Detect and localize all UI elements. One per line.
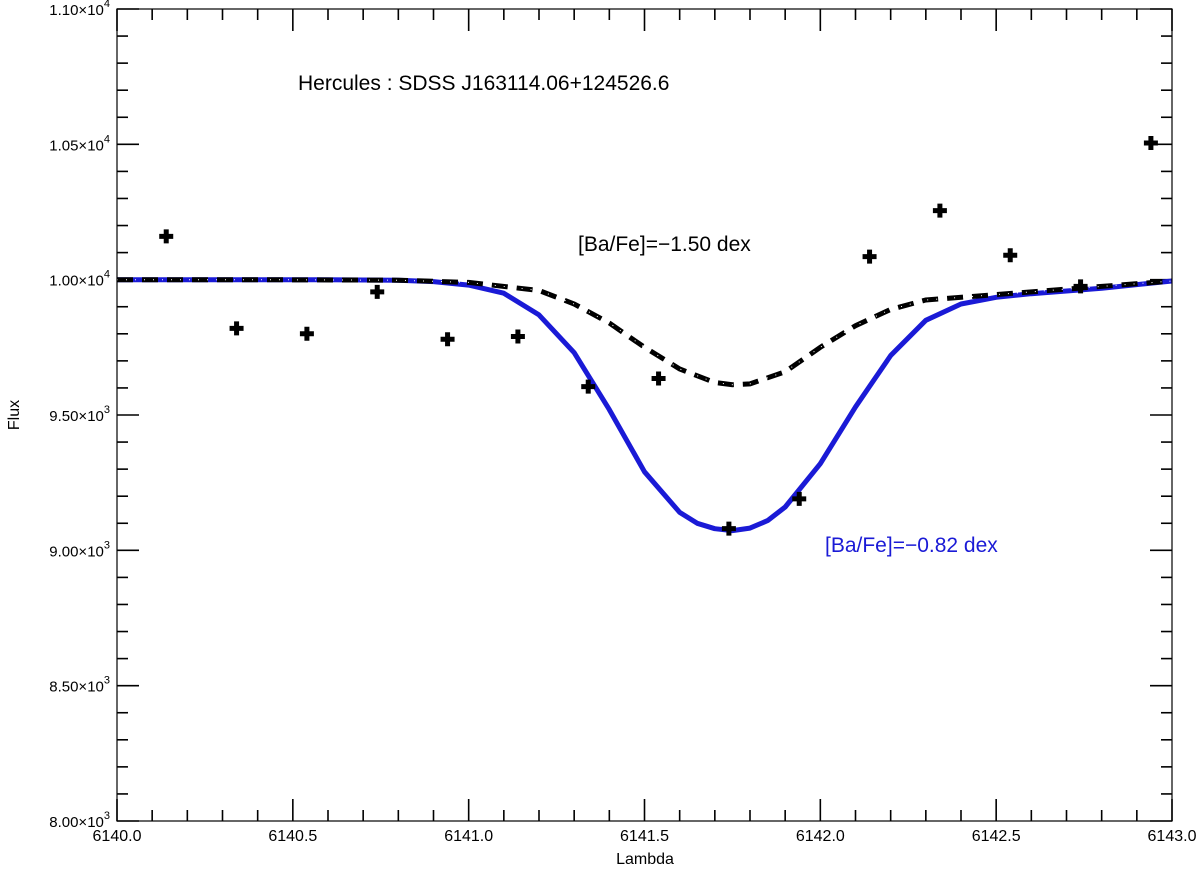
observed-point — [370, 284, 385, 299]
x-tick-label: 6141.5 — [620, 828, 669, 845]
axis-ticks — [116, 8, 1173, 822]
observed-point — [1003, 248, 1018, 263]
fit-model-line — [117, 277, 1173, 534]
y-axis-label: Flux — [6, 400, 23, 430]
y-tick-label: 1.00×104 — [49, 269, 110, 290]
observed-points — [159, 135, 1158, 536]
x-tick-label: 6140.5 — [268, 828, 317, 845]
observed-point — [581, 379, 596, 394]
observed-point — [792, 491, 807, 506]
model-low-annotation: [Ba/Fe]=−1.50 dex — [578, 233, 751, 256]
observed-point — [1073, 279, 1088, 294]
y-tick-label: 8.00×103 — [49, 810, 110, 831]
y-tick-labels: 8.00×103 8.50×103 9.00×103 9.50×103 1.00×104… — [49, 0, 110, 831]
x-tick-labels: 6140.0 6140.5 6141.0 6141.5 6142.0 6142.5 6143… — [93, 828, 1197, 845]
y-tick-label: 9.00×103 — [49, 539, 110, 560]
observed-point — [159, 229, 174, 244]
x-tick-label: 6143.0 — [1148, 828, 1197, 845]
y-tick-label: 8.50×103 — [49, 675, 110, 696]
observed-point — [1143, 135, 1158, 150]
x-tick-label: 6140.0 — [93, 828, 142, 845]
observed-point — [229, 321, 244, 336]
observed-point — [932, 203, 947, 218]
x-tick-label: 6142.0 — [796, 828, 845, 845]
y-tick-label: 1.05×104 — [49, 133, 110, 154]
model-curves — [117, 277, 1173, 534]
observed-point — [862, 249, 877, 264]
model-fit-annotation: [Ba/Fe]=−0.82 dex — [825, 534, 998, 557]
star-name-annotation: Hercules : SDSS J163114.06+124526.6 — [298, 72, 669, 95]
y-tick-label: 1.10×104 — [49, 0, 110, 19]
observed-point — [651, 371, 666, 386]
x-tick-label: 6141.0 — [444, 828, 493, 845]
observed-point — [510, 329, 525, 344]
x-axis-label: Lambda — [616, 851, 674, 868]
observed-point — [299, 326, 314, 341]
observed-point — [440, 332, 455, 347]
observed-point — [721, 521, 736, 536]
x-tick-label: 6142.5 — [972, 828, 1021, 845]
plot-frame — [116, 8, 1173, 822]
low-model-line-dots — [117, 279, 1173, 386]
y-tick-label: 9.50×103 — [49, 404, 110, 425]
